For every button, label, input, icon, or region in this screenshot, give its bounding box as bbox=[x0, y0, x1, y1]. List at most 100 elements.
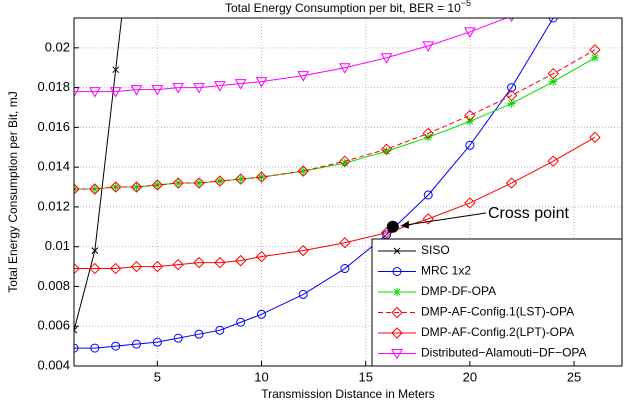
cross-point bbox=[386, 220, 399, 233]
marker bbox=[74, 87, 80, 98]
series-line bbox=[74, 49, 596, 190]
marker bbox=[422, 213, 434, 225]
marker bbox=[112, 66, 120, 74]
marker bbox=[151, 179, 164, 191]
marker bbox=[214, 81, 226, 92]
x-tick-label: 10 bbox=[254, 369, 268, 384]
marker bbox=[299, 167, 308, 176]
marker bbox=[393, 288, 401, 296]
title-text: Total Energy Consumption per bit, BER = … bbox=[225, 1, 461, 15]
marker bbox=[339, 237, 351, 249]
marker bbox=[89, 262, 101, 275]
marker bbox=[74, 183, 80, 195]
marker bbox=[380, 143, 393, 155]
series-line bbox=[74, 18, 123, 331]
annotation-arrow bbox=[400, 212, 487, 227]
marker bbox=[109, 87, 122, 98]
marker bbox=[391, 306, 403, 319]
marker bbox=[393, 247, 401, 255]
x-axis-label: Transmission Distance in Meters bbox=[261, 387, 435, 401]
y-tick-label: 0.012 bbox=[37, 198, 70, 213]
title-superscript: −5 bbox=[461, 0, 471, 8]
marker bbox=[109, 181, 122, 193]
marker bbox=[548, 18, 558, 23]
marker bbox=[236, 175, 245, 184]
marker bbox=[132, 183, 141, 192]
marker bbox=[130, 181, 143, 193]
legend-label: MRC 1x2 bbox=[421, 264, 471, 278]
x-tick-label: 5 bbox=[154, 369, 161, 384]
marker bbox=[109, 262, 122, 275]
marker bbox=[193, 256, 205, 269]
legend-label: DMP-AF-Config.2(LPT)-OPA bbox=[421, 325, 574, 339]
y-tick-label: 0.02 bbox=[45, 39, 70, 54]
marker bbox=[215, 325, 225, 335]
marker bbox=[74, 326, 78, 334]
marker bbox=[91, 247, 99, 255]
marker bbox=[464, 27, 476, 38]
marker bbox=[151, 85, 164, 96]
marker bbox=[74, 343, 79, 353]
marker bbox=[74, 262, 80, 275]
marker bbox=[236, 317, 246, 327]
marker bbox=[173, 333, 183, 343]
legend-label: SISO bbox=[421, 243, 450, 257]
y-tick-label: 0.008 bbox=[37, 278, 70, 293]
marker bbox=[298, 289, 308, 299]
y-tick-label: 0.014 bbox=[37, 159, 70, 174]
series-line bbox=[74, 18, 554, 349]
marker bbox=[465, 140, 475, 150]
marker bbox=[505, 89, 518, 102]
x-tick-label: 20 bbox=[463, 369, 477, 384]
marker bbox=[132, 339, 142, 349]
marker bbox=[507, 99, 516, 108]
y-tick-label: 0.01 bbox=[45, 238, 70, 253]
series-line bbox=[74, 18, 508, 93]
legend-box bbox=[371, 238, 623, 367]
marker bbox=[339, 63, 351, 74]
legend-label: DMP-AF-Config.1(LST)-OPA bbox=[421, 305, 574, 319]
x-tick-label: 25 bbox=[567, 369, 581, 384]
marker bbox=[257, 309, 267, 319]
marker bbox=[130, 85, 143, 96]
marker bbox=[193, 83, 205, 94]
marker bbox=[391, 349, 403, 360]
lines bbox=[74, 18, 601, 353]
marker bbox=[88, 87, 101, 98]
marker bbox=[234, 254, 247, 267]
marker bbox=[90, 343, 100, 353]
marker bbox=[172, 83, 185, 94]
marker bbox=[590, 53, 599, 62]
marker bbox=[172, 258, 184, 271]
marker bbox=[255, 77, 268, 88]
arrow-head bbox=[400, 220, 409, 229]
marker bbox=[339, 155, 351, 167]
marker bbox=[340, 159, 349, 168]
y-tick-label: 0.016 bbox=[37, 119, 70, 134]
legend-label: Distributed−Alamouti−DF−OPA bbox=[421, 346, 587, 360]
marker bbox=[172, 177, 184, 189]
marker bbox=[111, 341, 121, 351]
marker bbox=[465, 117, 474, 126]
marker bbox=[422, 41, 435, 52]
y-tick-label: 0.004 bbox=[37, 357, 70, 372]
marker bbox=[194, 329, 204, 339]
marker bbox=[464, 109, 476, 122]
marker bbox=[391, 327, 403, 339]
marker bbox=[422, 127, 434, 140]
marker bbox=[255, 250, 268, 263]
annotation-text: Cross point bbox=[488, 205, 569, 222]
marker bbox=[392, 267, 402, 276]
marker bbox=[255, 171, 268, 183]
marker bbox=[193, 177, 205, 189]
marker bbox=[589, 131, 601, 144]
marker bbox=[234, 79, 247, 90]
annotation: Cross point bbox=[386, 205, 569, 233]
legend-label: DMP-DF-OPA bbox=[421, 284, 496, 298]
marker bbox=[424, 133, 433, 142]
marker bbox=[234, 173, 247, 185]
marker bbox=[589, 44, 601, 56]
y-tick-label: 0.018 bbox=[37, 79, 70, 94]
series-line bbox=[74, 136, 596, 270]
